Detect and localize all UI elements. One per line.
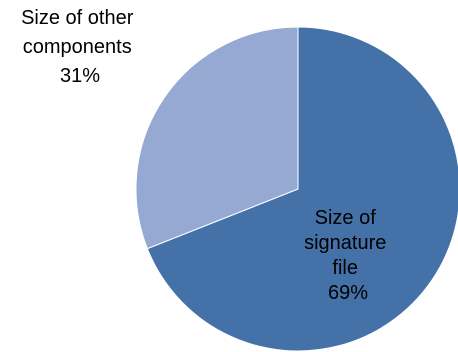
pie-slice-other-components: [135, 26, 299, 250]
slice-label-signature-file-line-2: signature: [304, 232, 386, 254]
pie-slice-signature-file: [146, 26, 458, 352]
slice-label-other-components-line-1: Size of other: [21, 7, 134, 29]
slice-value-signature-file: 69%: [328, 282, 368, 304]
slice-label-signature-file-line-1: Size of: [315, 207, 377, 229]
slice-value-other-components: 31%: [60, 65, 100, 87]
slice-label-other-components: Size of other components 31%: [21, 7, 139, 87]
pie-labels: Size of signature file 69% Size of other…: [21, 7, 392, 304]
slice-label-signature-file-line-3: file: [332, 257, 358, 279]
slice-label-other-components-line-2: components: [23, 36, 132, 58]
slice-label-signature-file: Size of signature file 69%: [304, 207, 392, 304]
pie-slices: [135, 26, 458, 352]
